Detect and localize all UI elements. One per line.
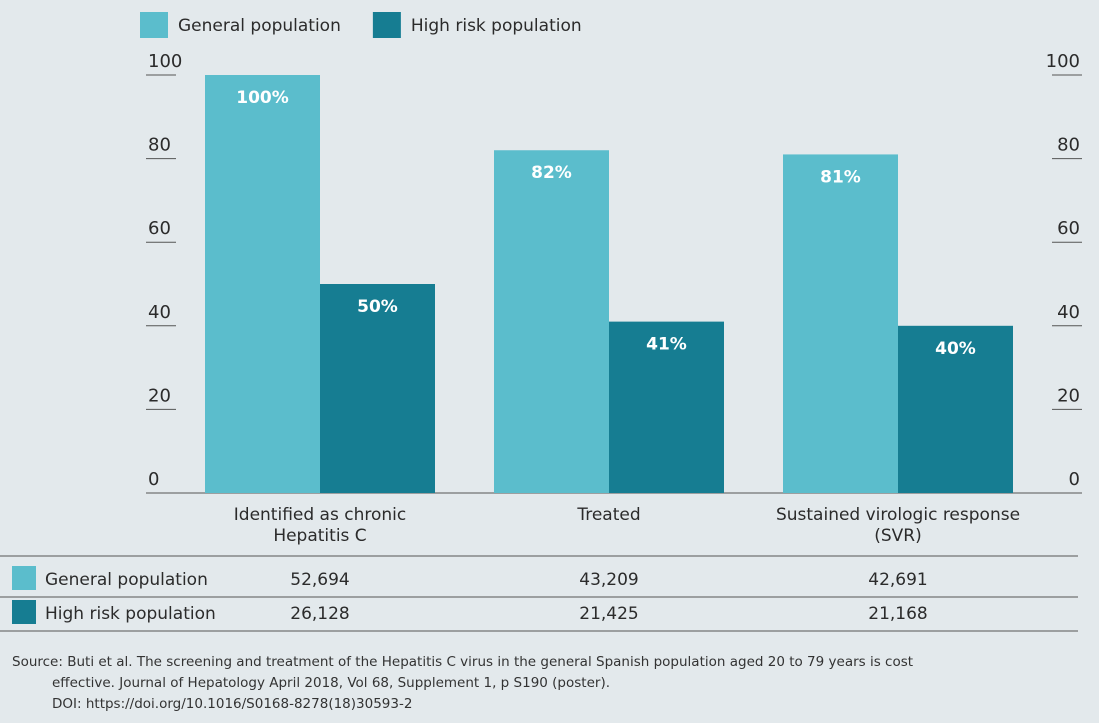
row-swatch bbox=[12, 600, 36, 624]
bar bbox=[898, 325, 1013, 493]
x-tick-label: Sustained virologic response (SVR) bbox=[776, 505, 1020, 546]
y2-tick-label: 40 bbox=[1057, 302, 1080, 323]
y2-tick-label: 80 bbox=[1057, 135, 1080, 156]
y-tick-label: 100 bbox=[148, 51, 182, 72]
y-tick-label: 20 bbox=[148, 385, 171, 406]
y-tick-label: 80 bbox=[148, 135, 171, 156]
row-label: General population bbox=[45, 570, 208, 590]
value-label: 40% bbox=[935, 339, 976, 359]
cell: 21,425 bbox=[579, 604, 638, 624]
y2-tick-label: 0 bbox=[1069, 469, 1080, 490]
cell: 52,694 bbox=[290, 570, 349, 590]
y2-tick-label: 60 bbox=[1057, 218, 1080, 239]
x-tick-label: Identified as chronic Hepatitis C bbox=[234, 505, 406, 546]
row-label: High risk population bbox=[45, 604, 216, 624]
x-tick-label: Treated bbox=[576, 505, 640, 525]
bar bbox=[494, 150, 609, 494]
cell: 42,691 bbox=[868, 570, 927, 590]
value-label: 82% bbox=[531, 163, 572, 183]
y-tick-label: 0 bbox=[148, 469, 159, 490]
value-label: 50% bbox=[357, 297, 398, 317]
bar bbox=[783, 154, 898, 494]
cell: 43,209 bbox=[579, 570, 638, 590]
source-line: Source: Buti et al. The screening and tr… bbox=[12, 654, 913, 670]
cell: 21,168 bbox=[868, 604, 927, 624]
legend-label: General population bbox=[178, 16, 341, 36]
value-label: 100% bbox=[236, 88, 289, 108]
cell: 26,128 bbox=[290, 604, 349, 624]
bar bbox=[609, 321, 724, 493]
y-tick-label: 40 bbox=[148, 302, 171, 323]
source-line: effective. Journal of Hepatology April 2… bbox=[52, 675, 610, 691]
value-label: 41% bbox=[646, 335, 687, 355]
legend-swatch bbox=[372, 12, 401, 38]
legend-swatch bbox=[140, 12, 168, 38]
bar bbox=[205, 75, 320, 493]
legend-label: High risk population bbox=[411, 16, 582, 36]
y2-tick-label: 100 bbox=[1046, 51, 1080, 72]
source-line: DOI: https://doi.org/10.1016/S0168-8278(… bbox=[52, 696, 412, 712]
row-swatch bbox=[12, 566, 36, 590]
y-tick-label: 60 bbox=[148, 218, 171, 239]
value-label: 81% bbox=[820, 167, 861, 187]
bar bbox=[320, 284, 435, 493]
y2-tick-label: 20 bbox=[1057, 385, 1080, 406]
